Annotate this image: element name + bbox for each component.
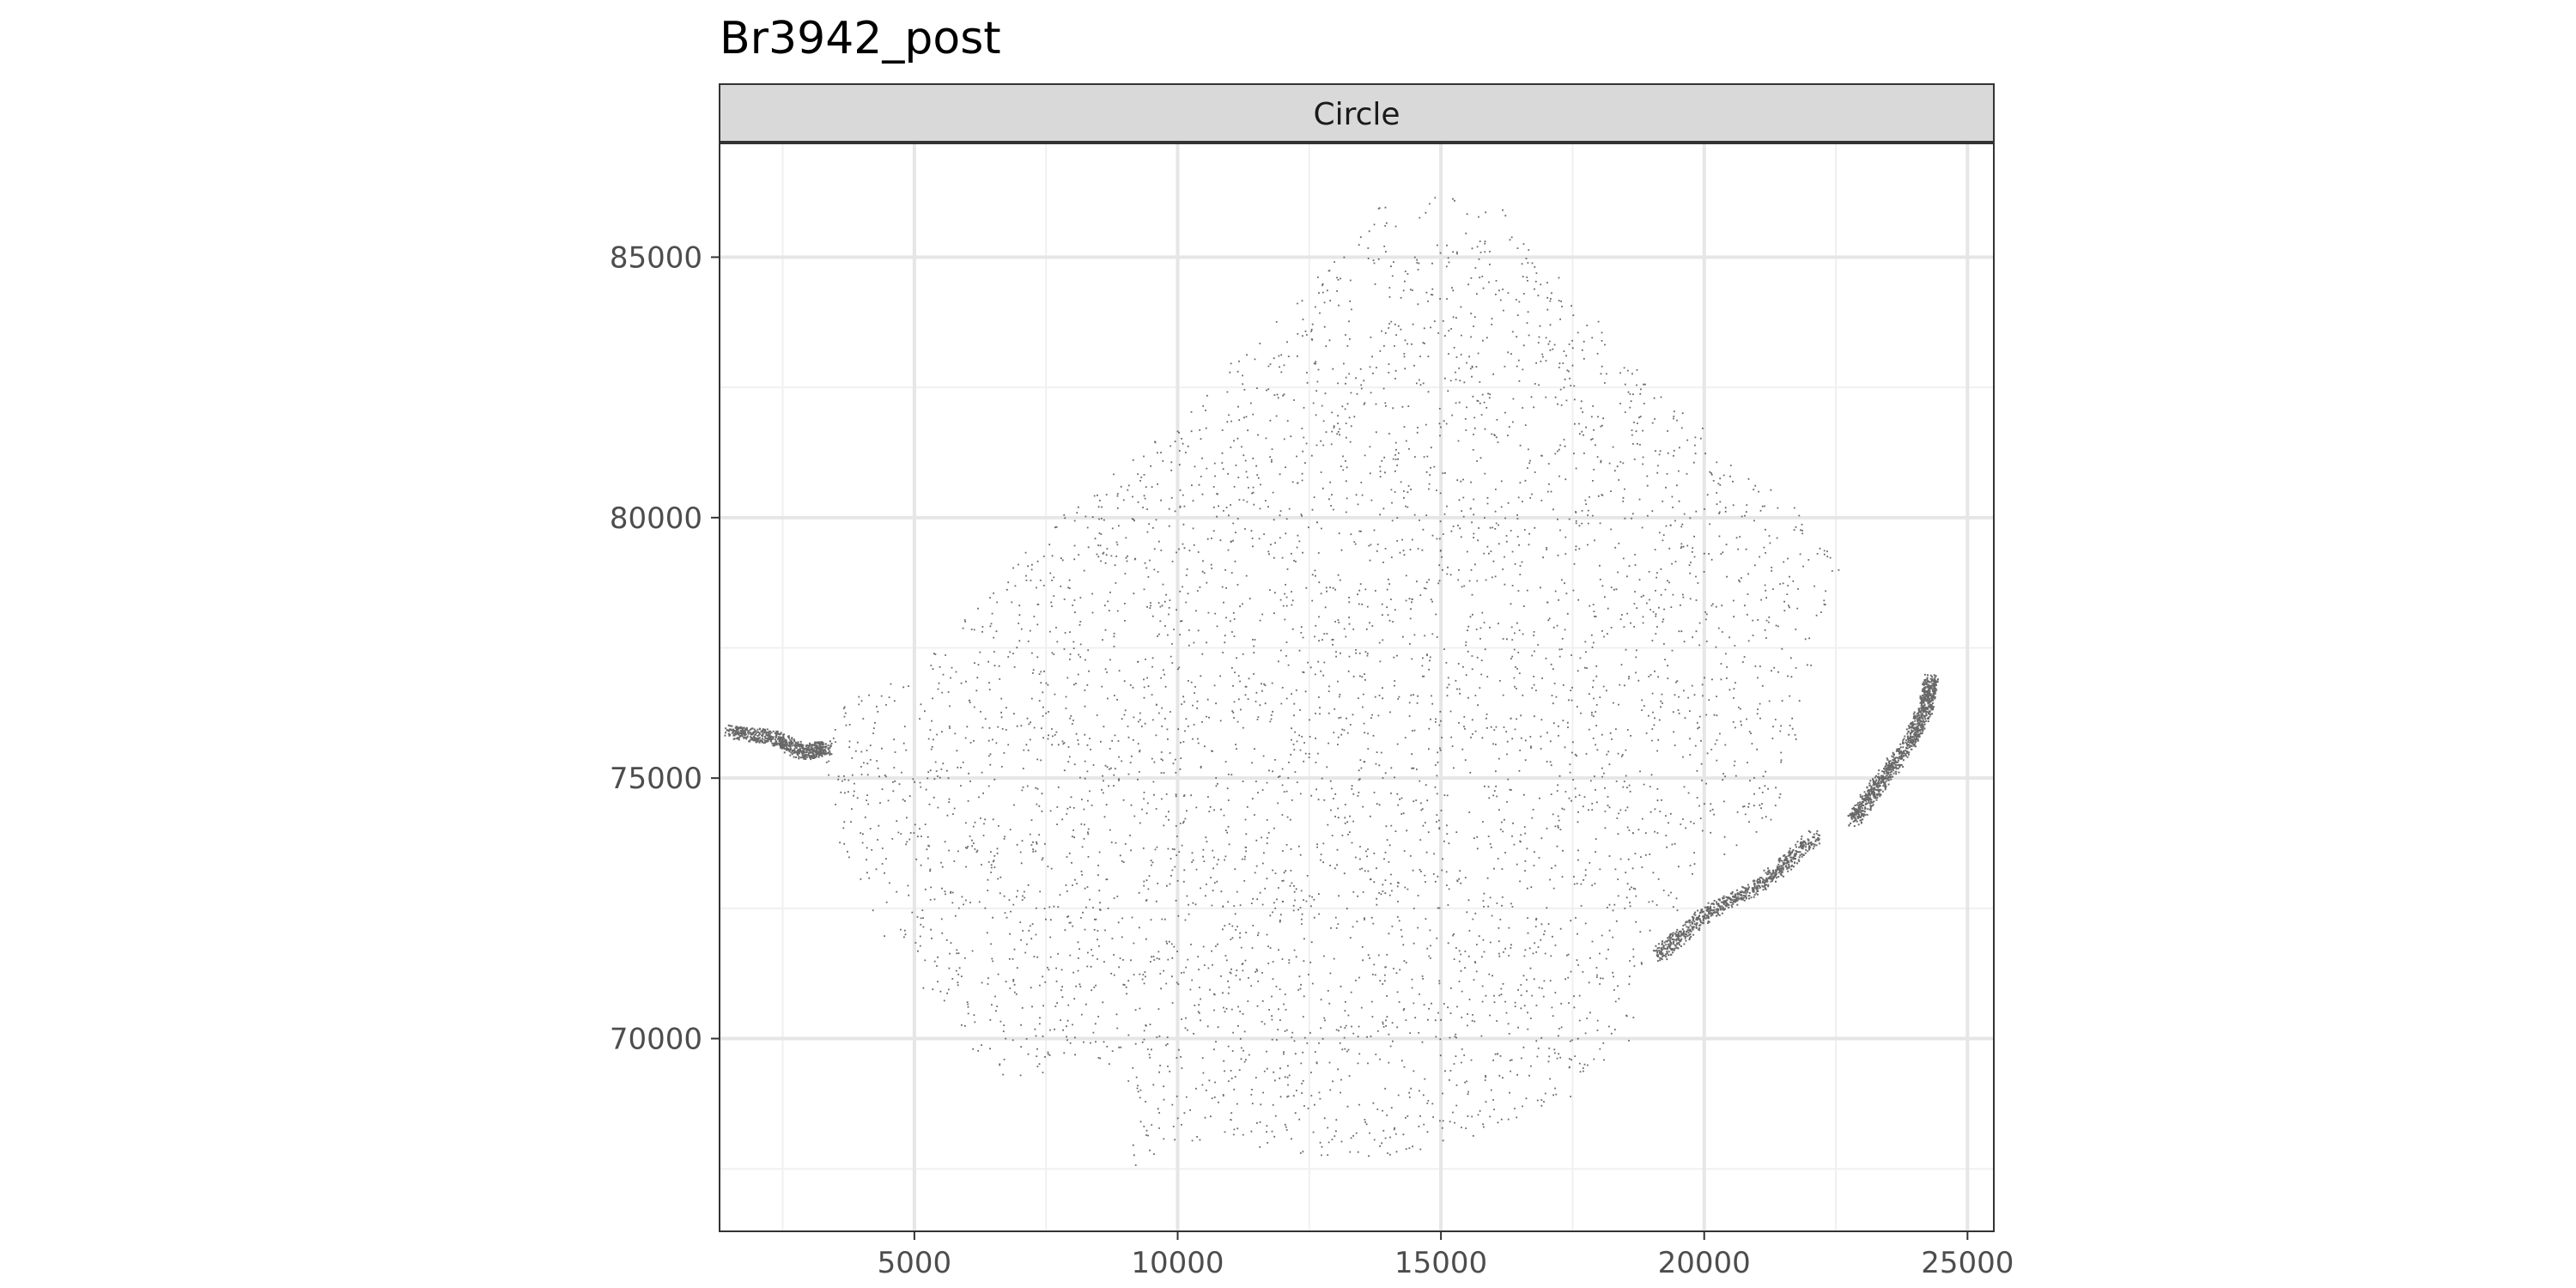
facet-strip [719, 83, 1995, 143]
grid-lines [720, 143, 1994, 1231]
x-tick-label: 5000 [878, 1246, 952, 1280]
chart-title: Br3942_post [720, 13, 1001, 64]
x-tick-label: 25000 [1921, 1246, 2014, 1280]
y-tick-label: 85000 [610, 240, 702, 275]
x-tick-label: 20000 [1658, 1246, 1751, 1280]
x-axis-ticks: 5000 10000 15000 20000 25000 [878, 1231, 2014, 1280]
x-tick-label: 10000 [1131, 1246, 1224, 1280]
y-axis-ticks: 70000 75000 80000 85000 [610, 240, 720, 1057]
y-tick-label: 70000 [610, 1023, 702, 1057]
x-tick-label: 15000 [1394, 1246, 1487, 1280]
plot-panel [720, 143, 1994, 1231]
facet-strip-label: Circle [1313, 97, 1400, 132]
y-tick-label: 80000 [610, 501, 702, 536]
y-tick-label: 75000 [610, 762, 702, 796]
